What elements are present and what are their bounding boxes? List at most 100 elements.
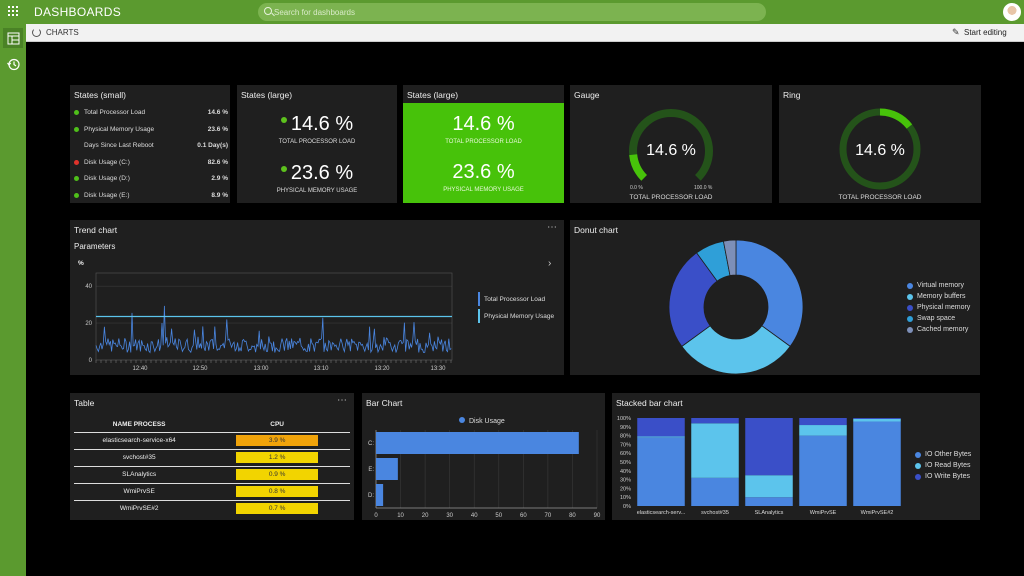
- green-state-tile: 14.6 % TOTAL PROCESSOR LOAD 23.6 % PHYSI…: [403, 103, 564, 203]
- trend-subtitle: Parameters: [74, 242, 116, 251]
- stacked-bar-segment: [745, 497, 793, 506]
- status-dot: [74, 176, 79, 182]
- state-label: Disk Usage (C:): [84, 158, 130, 166]
- column-header: CPU: [270, 421, 285, 429]
- x-tick-label: 13:30: [430, 366, 446, 372]
- ring-caption: TOTAL PROCESSOR LOAD: [839, 194, 922, 201]
- app-launcher-icon[interactable]: [8, 6, 18, 16]
- refresh-icon[interactable]: [32, 28, 41, 37]
- bar: [376, 458, 398, 480]
- process-table: NAME PROCESS CPU elasticsearch-service-x…: [74, 418, 350, 517]
- legend-swatch: [907, 316, 913, 322]
- ring-svg: 14.6 % TOTAL PROCESSOR LOAD: [839, 108, 922, 201]
- status-dot: [280, 116, 287, 123]
- panel-title: Donut chart: [574, 225, 618, 235]
- state-label: Physical Memory Usage: [84, 125, 155, 133]
- status-dot: [74, 143, 79, 148]
- table-row[interactable]: elasticsearch-service-x64 3.9 %: [74, 431, 350, 449]
- app-title: DASHBOARDS: [34, 5, 122, 19]
- start-editing-button[interactable]: Start editing: [964, 28, 1007, 37]
- state-value: 23.6 %: [290, 162, 354, 184]
- stacked-bar-segment: [691, 477, 739, 506]
- stacked-bar-segment: [799, 425, 847, 436]
- status-dot: [74, 110, 79, 115]
- stacked-bar-segment: [745, 418, 793, 476]
- y-tick-label: 30%: [620, 478, 631, 484]
- state-physical-memory: 23.6 % PHYSICAL MEMORY USAGE: [237, 162, 397, 194]
- state-value: 82.6 %: [207, 158, 228, 166]
- table-row[interactable]: svchost#35 1.2 %: [74, 448, 350, 466]
- x-tick-label: 30: [446, 513, 453, 519]
- process-name: WmiPrvSE#2: [74, 499, 205, 517]
- state-row: Days Since Last Reboot 0.1 Day(s): [74, 141, 228, 151]
- y-tick-label: 80%: [620, 434, 631, 440]
- state-label: Total Processor Load: [84, 109, 146, 116]
- x-tick-label: 13:10: [313, 366, 329, 372]
- stacked-bar-segment: [799, 418, 847, 426]
- legend-swatch: [907, 294, 913, 300]
- dashboard-tree-icon[interactable]: [3, 28, 23, 48]
- y-tick-label: 0: [89, 358, 93, 364]
- panel-more-icon[interactable]: ⋯: [547, 222, 558, 233]
- donut-slice: [681, 325, 791, 375]
- status-dot: [280, 165, 287, 172]
- table-panel: Table ⋯ NAME PROCESS CPU elasticsearch-s…: [70, 393, 354, 520]
- status-dot: [74, 193, 79, 198]
- gauge-svg: 14.6 % 0.0 % 100.0 % TOTAL PROCESSOR LOA…: [629, 109, 713, 201]
- legend-swatch: [478, 309, 480, 323]
- legend-swatch: [907, 305, 913, 311]
- gauge-max: 100.0 %: [694, 185, 713, 191]
- search-box[interactable]: [258, 3, 766, 21]
- bar-chart-svg: 0 10 20 30 40 50 60 70 80 90 C: E: D: Disk Usage: [368, 417, 601, 519]
- table-row[interactable]: WmiPrvSE 0.8 %: [74, 482, 350, 500]
- x-tick-label: 70: [545, 513, 552, 519]
- panel-title: Table: [74, 398, 95, 408]
- bar: [376, 432, 579, 454]
- history-icon[interactable]: [3, 54, 23, 74]
- trend-chart-panel: Trend chart ⋯ Parameters % › 40 20 0 12:40 1…: [70, 220, 564, 375]
- legend-label: Virtual memory: [917, 282, 964, 289]
- x-tick-label: 12:40: [132, 366, 148, 372]
- cpu-cell: 1.2 %: [204, 448, 350, 466]
- y-tick-label: 20%: [620, 486, 631, 492]
- chevron-right-icon[interactable]: ›: [548, 258, 552, 269]
- table-row[interactable]: WmiPrvSE#2 0.7 %: [74, 499, 350, 517]
- avatar[interactable]: [1003, 3, 1021, 21]
- x-tick-label: 20: [422, 513, 429, 519]
- stacked-bar-segment: [745, 475, 793, 498]
- x-tick-label: elasticsearch-serv...: [637, 510, 686, 516]
- stacked-bar-segment: [799, 435, 847, 506]
- legend-swatch: [907, 327, 913, 333]
- x-tick-label: 10: [397, 513, 404, 519]
- y-tick-label: 10%: [620, 495, 631, 501]
- legend-swatch: [478, 292, 480, 306]
- stacked-bar-svg: 0% 10% 20% 30% 40% 50% 60% 70% 80% 90% 100% elastic…: [617, 416, 901, 516]
- donut-chart-panel: Donut chart Virtual memory Memory buffers…: [570, 220, 980, 375]
- state-label: Disk Usage (D:): [84, 175, 130, 183]
- legend-label: IO Read Bytes: [925, 462, 971, 469]
- y-tick-label: 100%: [617, 416, 631, 422]
- gauge-min: 0.0 %: [630, 185, 643, 191]
- legend-label: Total Processor Load: [484, 296, 545, 303]
- process-name: elasticsearch-service-x64: [74, 431, 205, 449]
- state-row: Disk Usage (D:) 2.9 %: [74, 174, 228, 184]
- legend-label: Memory buffers: [917, 293, 966, 300]
- y-tick-label: 0%: [623, 504, 631, 510]
- table-row[interactable]: SLAnalytics 0.9 %: [74, 465, 350, 483]
- x-tick-label: svchost#35: [701, 510, 729, 516]
- y-tick-label: C:: [368, 441, 374, 447]
- x-tick-label: 12:50: [192, 366, 208, 372]
- stacked-bar-segment: [691, 418, 739, 424]
- left-nav: [0, 24, 26, 576]
- state-label: Disk Usage (E:): [84, 192, 130, 199]
- process-name: SLAnalytics: [74, 465, 205, 483]
- panel-more-icon[interactable]: ⋯: [337, 395, 348, 406]
- x-tick-label: 13:20: [374, 366, 390, 372]
- y-tick-label: 40: [85, 284, 92, 290]
- pencil-icon[interactable]: ✎: [952, 27, 960, 37]
- state-value: 14.6 %: [290, 113, 354, 135]
- panel-title: States (large): [241, 90, 293, 100]
- states-large-panel: States (large) 14.6 % TOTAL PROCESSOR LO…: [237, 85, 397, 203]
- search-input[interactable]: [274, 3, 754, 21]
- state-value: 23.6 %: [452, 161, 515, 183]
